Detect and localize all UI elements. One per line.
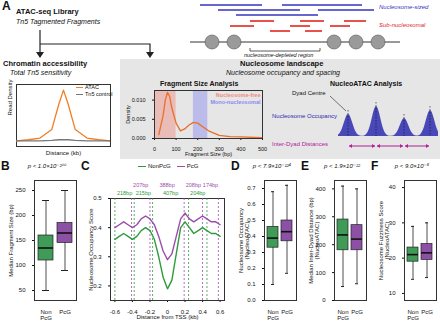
svg-text:400: 400 (315, 186, 326, 192)
svg-text:174bp: 174bp (203, 182, 218, 188)
svg-text:Nucleosome-free: Nucleosome-free (216, 92, 261, 98)
html-text:Tn5 Tagmented Fragments: Tn5 Tagmented Fragments (16, 18, 101, 25)
svg-text:0.5: 0.5 (93, 195, 102, 201)
svg-text:200: 200 (193, 146, 203, 153)
html-text:D: D (231, 159, 240, 173)
svg-text:Median Fragment Size (bp): Median Fragment Size (bp) (8, 204, 14, 277)
html-text:Nucleosome landscape: Nucleosome landscape (240, 59, 324, 68)
html-text:A: A (2, 0, 11, 13)
svg-text:250: 250 (15, 187, 26, 193)
svg-text:300: 300 (214, 146, 224, 153)
svg-text:388bp: 388bp (159, 182, 174, 188)
html-text:ATAC: ATAC (85, 84, 99, 90)
svg-text:204bp: 204bp (190, 190, 205, 196)
svg-text:0.0: 0.0 (247, 297, 256, 303)
html-text:Chromatin accessibility: Chromatin accessibility (3, 59, 88, 68)
svg-text:0.2: 0.2 (180, 308, 190, 315)
svg-text:0.5: 0.5 (247, 217, 256, 224)
html-text:C: C (81, 159, 90, 173)
html-text:Dyad Centre: Dyad Centre (292, 90, 326, 96)
svg-text:Median Inter-Dyad Distance (bp: Median Inter-Dyad Distance (bp)(NucleoAT… (308, 197, 320, 284)
svg-text:0.4: 0.4 (93, 225, 102, 231)
svg-text:Fragment Size (bp): Fragment Size (bp) (185, 151, 232, 157)
svg-text:500: 500 (258, 146, 267, 152)
html-text:F: F (371, 159, 379, 173)
svg-text:0.6: 0.6 (216, 309, 225, 315)
svg-text:0: 0 (165, 308, 170, 315)
html-text:Fragment Size Analysis: Fragment Size Analysis (160, 80, 239, 87)
svg-text:400: 400 (236, 146, 245, 152)
html-text:p < 1.0×10⁻²⁰⁰: p < 1.0×10⁻²⁰⁰ (27, 163, 67, 169)
svg-text:PcG: PcG (421, 309, 433, 315)
svg-text:100: 100 (315, 270, 326, 276)
svg-text:215bp: 215bp (136, 190, 151, 196)
html-text:Nucleosome Occupancy: Nucleosome Occupancy (272, 113, 337, 119)
svg-text:0.6: 0.6 (247, 201, 256, 207)
svg-text:Nucleosome Occupancy(NucleoATA: Nucleosome Occupancy(NucleoATAC) (238, 208, 250, 273)
html-text:PcG: PcG (186, 163, 199, 169)
svg-text:0: 0 (322, 297, 326, 303)
svg-text:0.010: 0.010 (132, 97, 146, 103)
html-text:NonPcG: NonPcG (148, 163, 171, 169)
svg-text:0.000: 0.000 (132, 135, 146, 141)
svg-text:0.4: 0.4 (247, 233, 256, 240)
svg-text:50: 50 (19, 287, 26, 293)
svg-text:0.3: 0.3 (247, 249, 256, 256)
svg-text:207bp: 207bp (133, 182, 148, 188)
html-text:Inter-Dyad Distances: Inter-Dyad Distances (272, 141, 328, 147)
svg-text:NonPcG: NonPcG (40, 309, 52, 321)
html-text:Sub-nucleosomal: Sub-nucleosomal (379, 22, 426, 28)
html-text:Nucleosome occupancy and spaci: Nucleosome occupancy and spacing (226, 69, 340, 76)
svg-text:30: 30 (389, 220, 396, 226)
svg-text:300: 300 (315, 214, 326, 220)
svg-text:218bp: 218bp (117, 190, 132, 196)
svg-text:0.7: 0.7 (247, 185, 256, 191)
svg-text:407bp: 407bp (163, 190, 178, 196)
svg-text:40: 40 (389, 184, 396, 190)
html-text:nucleosome-depleted region: nucleosome-depleted region (244, 52, 314, 58)
svg-text:10: 10 (389, 290, 396, 296)
svg-text:Distance (kb): Distance (kb) (46, 150, 81, 156)
svg-text:PcG: PcG (351, 309, 363, 315)
svg-text:Nucleosome Fuzziness Score(Nuc: Nucleosome Fuzziness Score(NucleoATAC) (378, 200, 390, 280)
svg-text:0.4: 0.4 (198, 309, 207, 315)
svg-text:0.005: 0.005 (132, 116, 146, 122)
svg-text:Mono-nucleosomal: Mono-nucleosomal (210, 99, 261, 105)
svg-text:208bp: 208bp (186, 182, 201, 188)
html-text:E: E (301, 159, 309, 173)
html-text:p < 1.9×10⁻²²: p < 1.9×10⁻²² (324, 163, 360, 169)
svg-text:100: 100 (15, 262, 26, 268)
svg-text:Nucleosome Occupancy Score: Nucleosome Occupancy Score (88, 208, 94, 291)
svg-text:0.1: 0.1 (247, 281, 256, 287)
svg-text:Density: Density (125, 105, 131, 124)
svg-text:0: 0 (153, 146, 156, 152)
svg-text:Read Density: Read Density (7, 79, 13, 115)
html-text:Tn5 control: Tn5 control (85, 91, 113, 97)
svg-text:0.3: 0.3 (93, 254, 102, 260)
svg-text:NonPcG: NonPcG (407, 309, 419, 321)
svg-text:-0.6: -0.6 (110, 309, 121, 315)
svg-text:PcG: PcG (59, 309, 71, 315)
html-text:ATAC-seq Library: ATAC-seq Library (16, 7, 79, 16)
html-text:Nucleosome-sized: Nucleosome-sized (379, 4, 429, 10)
svg-text:0.2: 0.2 (247, 265, 256, 271)
svg-text:150: 150 (15, 237, 26, 243)
svg-text:Distance from TSS (kb): Distance from TSS (kb) (136, 314, 198, 320)
svg-text:100: 100 (172, 146, 181, 152)
html-text:p < 7.9×10⁻¹²⁴: p < 7.9×10⁻¹²⁴ (252, 163, 292, 169)
svg-text:NonPcG: NonPcG (337, 309, 349, 321)
html-text:NucleoATAC Analysis: NucleoATAC Analysis (330, 80, 403, 87)
html-text:Total Tn5 sensitivity: Total Tn5 sensitivity (10, 69, 72, 76)
svg-text:PcG: PcG (281, 309, 293, 315)
svg-text:-0.4: -0.4 (127, 308, 138, 315)
html-text:p < 9.0×10⁻⁶: p < 9.0×10⁻⁶ (394, 163, 430, 169)
html-text:B: B (1, 159, 10, 173)
svg-text:20: 20 (389, 255, 396, 261)
svg-text:-0.2: -0.2 (144, 308, 156, 315)
svg-text:200: 200 (15, 212, 26, 218)
svg-text:200: 200 (315, 241, 326, 248)
svg-text:0.2: 0.2 (93, 283, 102, 289)
svg-text:NonPcG: NonPcG (267, 309, 279, 321)
